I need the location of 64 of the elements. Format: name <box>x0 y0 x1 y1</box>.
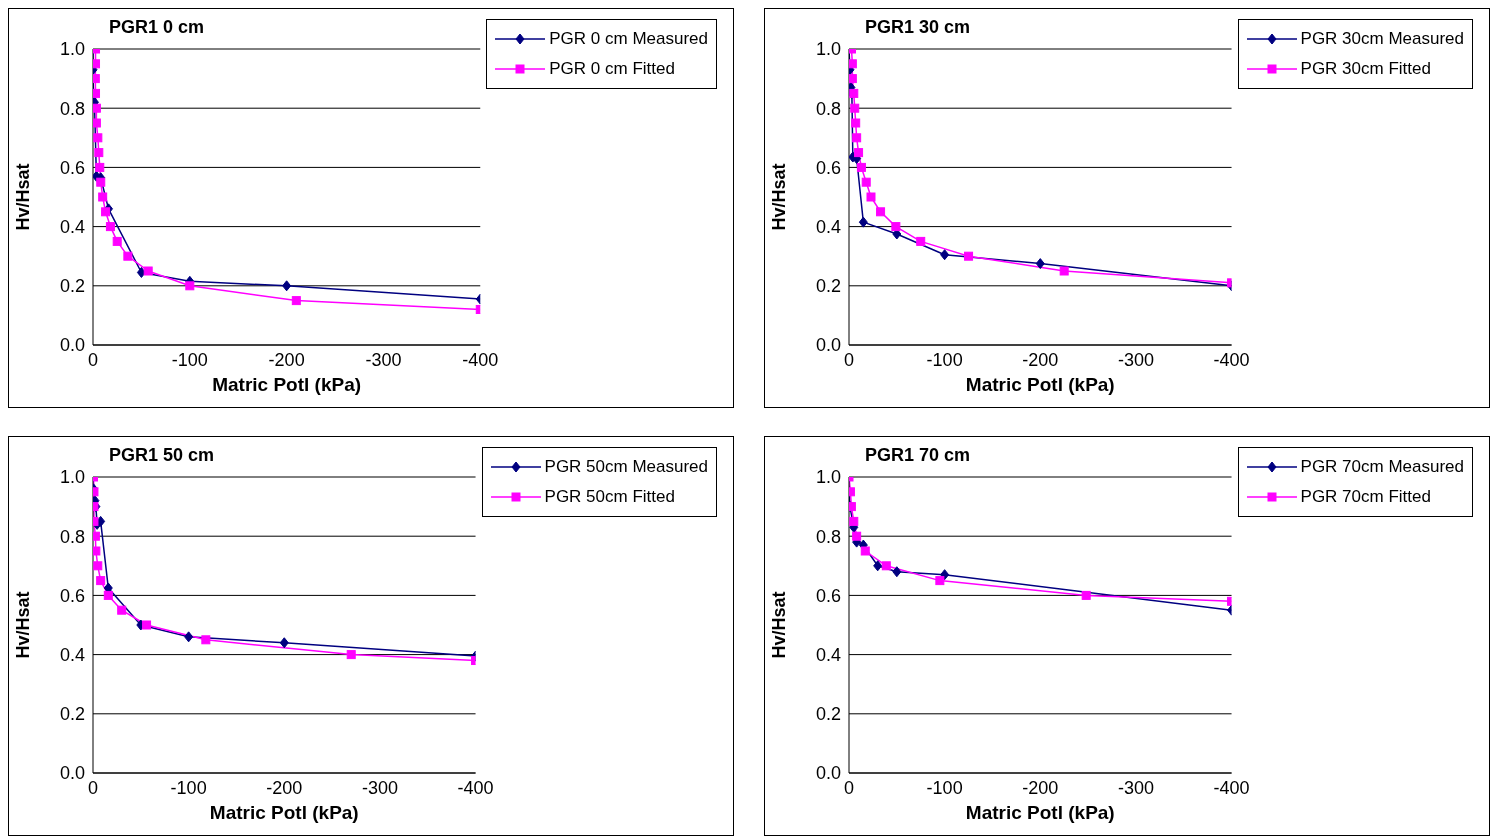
y-axis-title: Hv/Hsat <box>769 163 790 231</box>
y-tick-label: 0.2 <box>815 704 841 725</box>
legend-label: PGR 0 cm Fitted <box>549 59 675 79</box>
y-tick-label: 1.0 <box>59 467 85 488</box>
y-tick-label: 0.8 <box>59 526 85 547</box>
x-axis-title: Matric Potl (kPa) <box>209 802 359 823</box>
x-tick-label: -400 <box>1213 777 1250 798</box>
y-tick-label: 1.0 <box>815 467 841 488</box>
y-axis-title: Hv/Hsat <box>13 163 34 231</box>
x-tick-label: -200 <box>268 349 305 370</box>
x-tick-label: -200 <box>1022 349 1059 370</box>
y-tick-label: 0.0 <box>815 763 841 784</box>
x-tick-label: 0 <box>87 349 99 370</box>
y-tick-label: 0.4 <box>815 644 841 665</box>
y-tick-label: 0.4 <box>59 644 85 665</box>
x-tick-label: -400 <box>462 349 499 370</box>
y-tick-label: 0.6 <box>59 157 85 178</box>
y-tick-label: 1.0 <box>59 39 85 60</box>
y-tick-label: 0.8 <box>815 526 841 547</box>
y-tick-label: 0.0 <box>59 763 85 784</box>
y-tick-label: 0.4 <box>815 216 841 237</box>
x-tick-label: -300 <box>365 349 402 370</box>
x-tick-label: -200 <box>1022 777 1059 798</box>
x-tick-label: -100 <box>171 349 208 370</box>
chart-title: PGR1 50 cm <box>109 445 215 466</box>
x-tick-label: -300 <box>1117 777 1154 798</box>
y-tick-label: 0.0 <box>59 335 85 356</box>
legend-label: PGR 30cm Measured <box>1300 29 1464 49</box>
legend-label: PGR 70cm Fitted <box>1300 487 1431 507</box>
y-tick-label: 0.6 <box>815 157 841 178</box>
y-tick-label: 0.0 <box>815 335 841 356</box>
legend-label: PGR 50cm Measured <box>544 457 708 477</box>
y-tick-label: 1.0 <box>815 39 841 60</box>
x-tick-label: -300 <box>361 777 398 798</box>
x-tick-label: -200 <box>266 777 303 798</box>
chart-title: PGR1 30 cm <box>865 17 971 38</box>
x-tick-label: 0 <box>843 777 855 798</box>
x-tick-label: -100 <box>926 777 963 798</box>
x-tick-label: -400 <box>457 777 494 798</box>
legend-label: PGR 0 cm Measured <box>549 29 708 49</box>
y-tick-label: 0.4 <box>59 216 85 237</box>
chart-title: PGR1 0 cm <box>109 17 205 38</box>
y-tick-label: 0.2 <box>815 276 841 297</box>
x-axis-title: Matric Potl (kPa) <box>965 802 1115 823</box>
chart-title: PGR1 70 cm <box>865 445 971 466</box>
x-tick-label: -100 <box>170 777 207 798</box>
y-tick-label: 0.2 <box>59 276 85 297</box>
y-tick-label: 0.6 <box>815 585 841 606</box>
y-axis-title: Hv/Hsat <box>13 591 34 659</box>
x-tick-label: -300 <box>1117 349 1154 370</box>
x-tick-label: -100 <box>926 349 963 370</box>
legend-label: PGR 70cm Measured <box>1300 457 1464 477</box>
y-axis-title: Hv/Hsat <box>769 591 790 659</box>
y-tick-label: 0.8 <box>815 98 841 119</box>
legend-label: PGR 30cm Fitted <box>1300 59 1431 79</box>
legend-label: PGR 50cm Fitted <box>544 487 675 507</box>
y-tick-label: 0.6 <box>59 585 85 606</box>
y-tick-label: 0.8 <box>59 98 85 119</box>
x-axis-title: Matric Potl (kPa) <box>965 374 1115 395</box>
x-tick-label: -400 <box>1213 349 1250 370</box>
x-tick-label: 0 <box>843 349 855 370</box>
x-tick-label: 0 <box>87 777 99 798</box>
x-axis-title: Matric Potl (kPa) <box>212 374 362 395</box>
y-tick-label: 0.2 <box>59 704 85 725</box>
